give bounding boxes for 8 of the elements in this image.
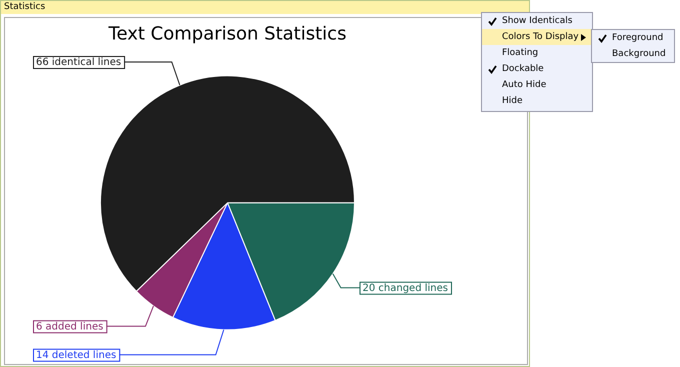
slice-label: 66 identical lines (36, 57, 122, 68)
submenu: Foreground Background (591, 29, 675, 63)
popup-menu: Show Identicals Colors To Display Floating Dockable Auto Hide Hide (481, 12, 593, 112)
chart-title: Text Comparison Statistics (108, 23, 346, 44)
text: Statistics (1, 1, 529, 14)
slice-label: 14 deleted lines (36, 350, 116, 361)
slice-label: 6 added lines (36, 321, 104, 332)
slice-label: 20 changed lines (362, 282, 448, 294)
